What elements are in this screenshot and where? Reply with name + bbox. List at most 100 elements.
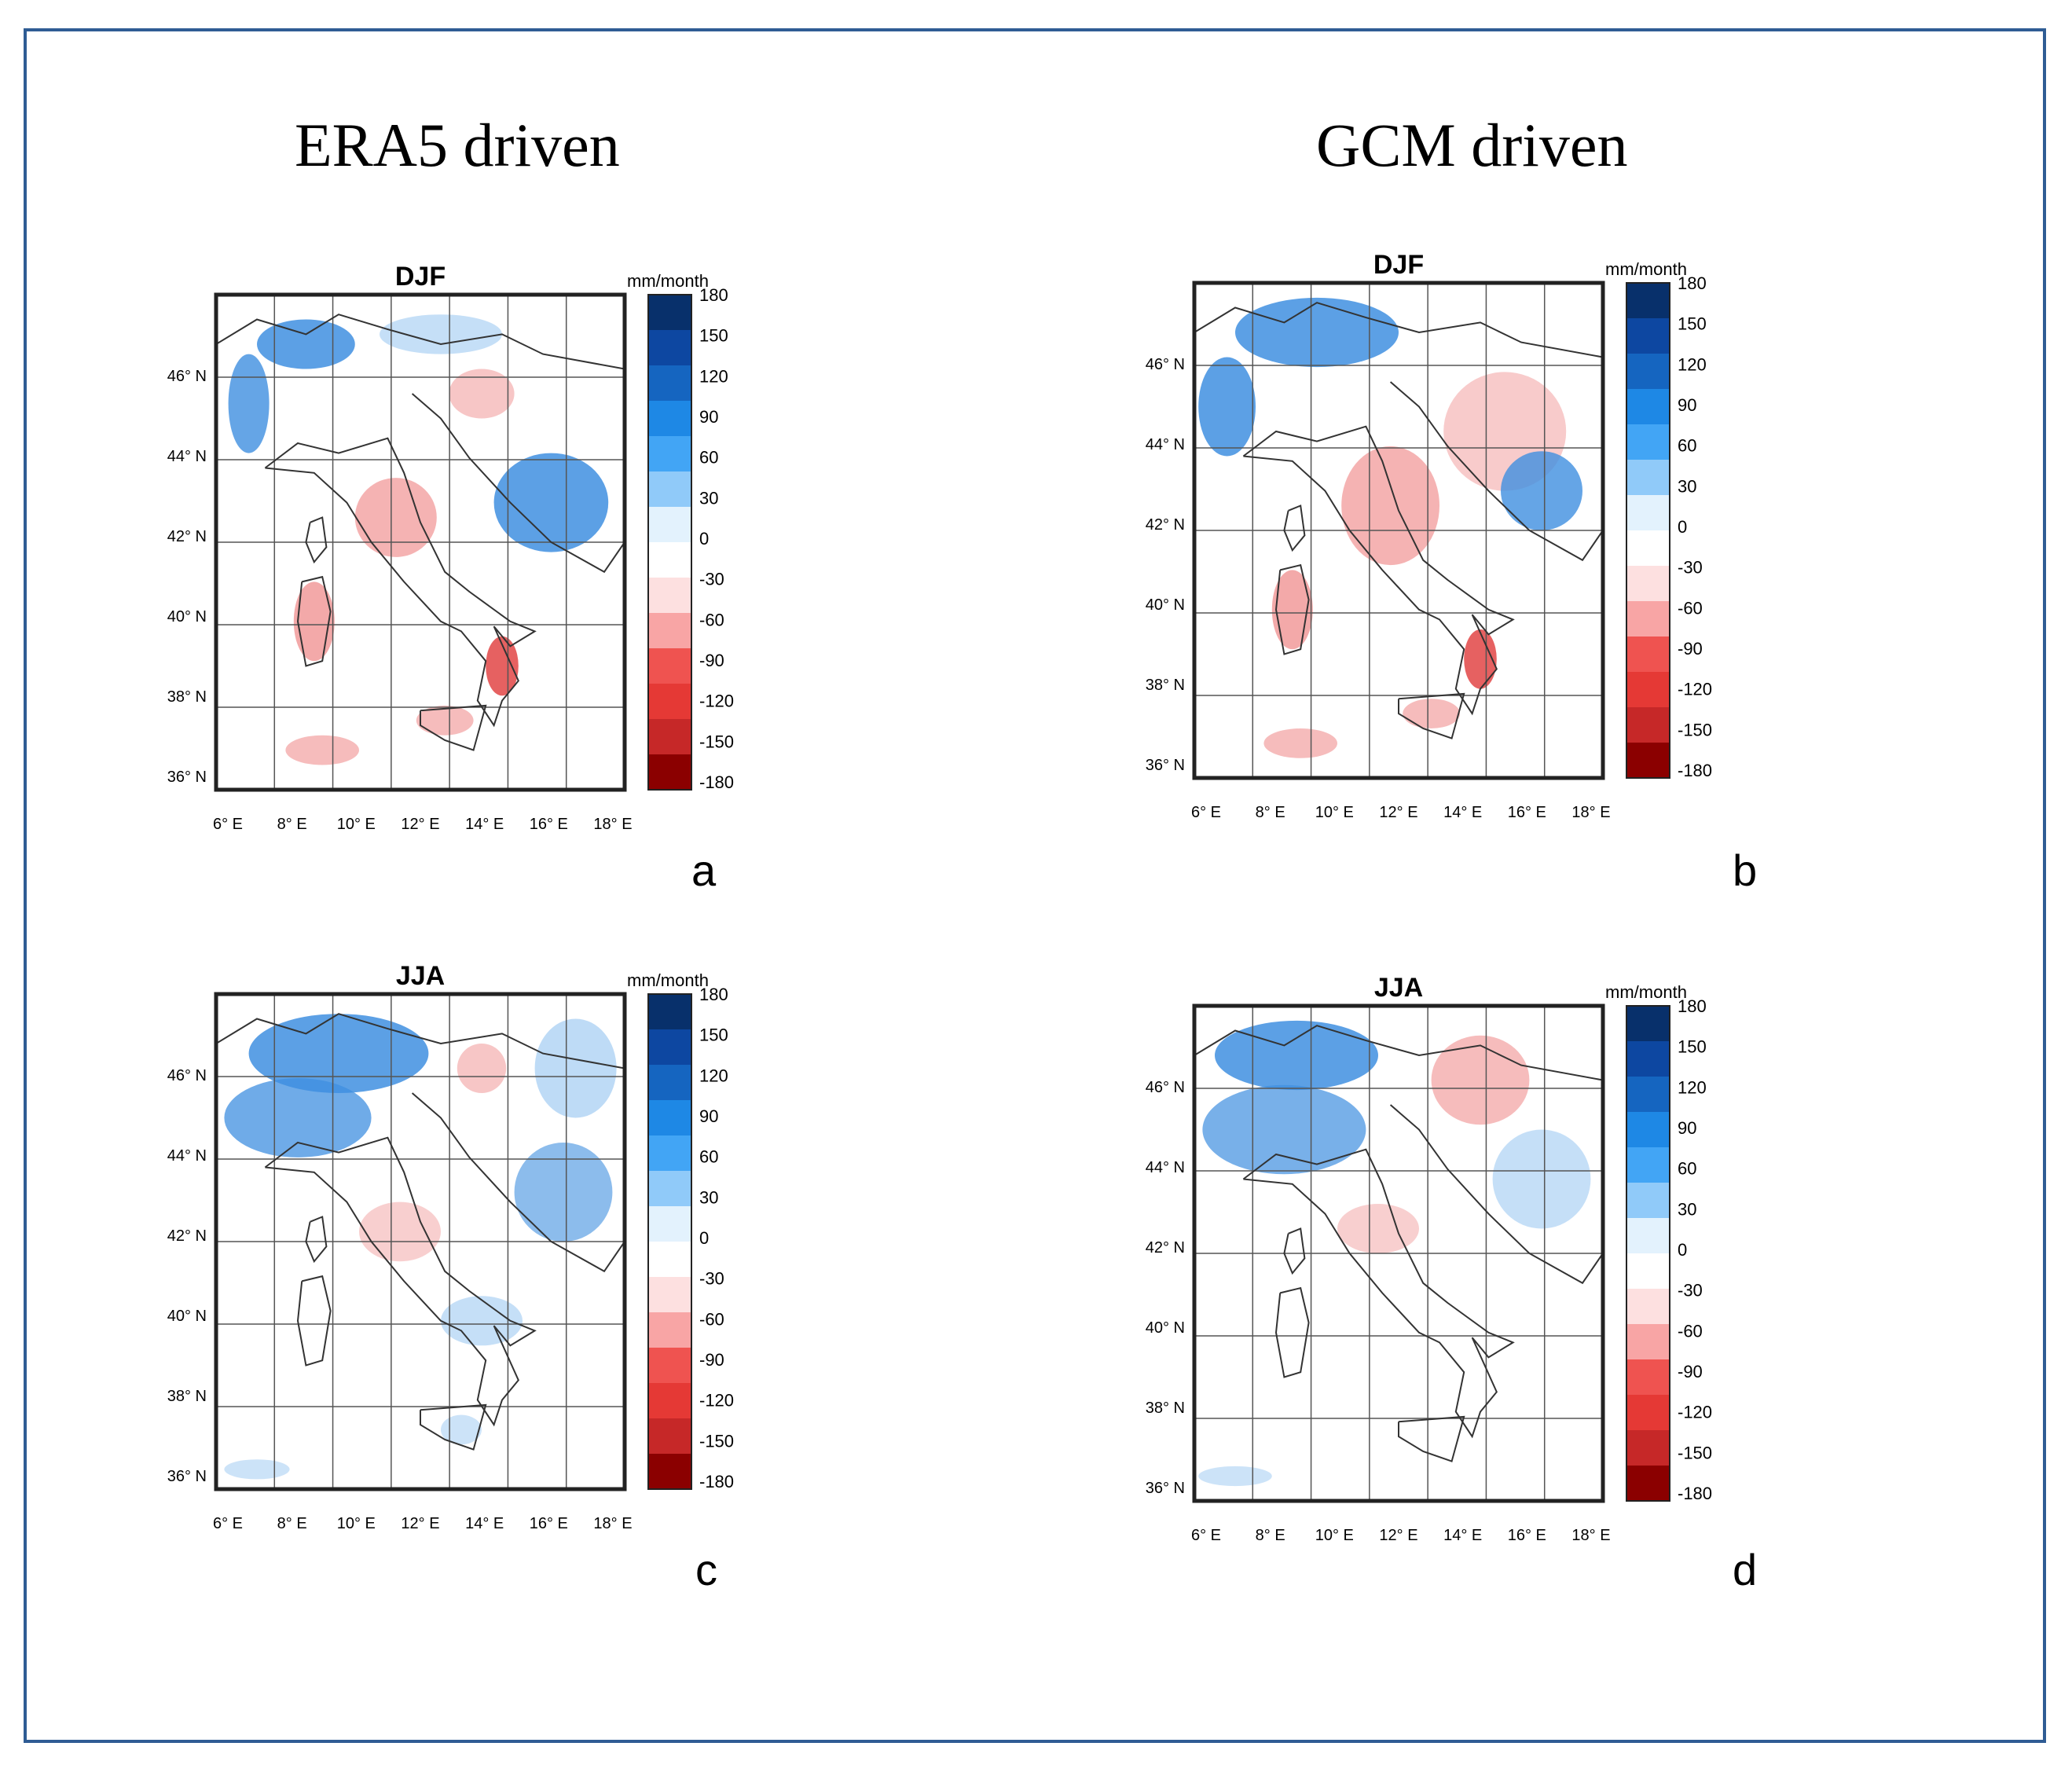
map-svg: DJF 46° N 44° N 42° N 40° N 38° N 36° N 6° E 8° … <box>1146 250 1712 821</box>
precip-anomaly-patch <box>1235 297 1399 368</box>
colorbar-segment <box>648 1206 691 1242</box>
colorbar-tick: 90 <box>699 407 718 427</box>
map-svg: JJA 46° N 44° N 42° N 40° N 38° N 36° N 6° E 8° … <box>167 961 734 1532</box>
colorbar-tick: 0 <box>699 529 709 548</box>
colorbar-tick: 150 <box>1678 1037 1707 1057</box>
colorbar-tick: 150 <box>699 326 728 346</box>
lon-label: 10° E <box>337 816 376 833</box>
colorbar-segment <box>1626 1359 1670 1396</box>
precip-anomaly-patch <box>354 478 437 557</box>
colorbar-tick: -150 <box>1678 720 1712 739</box>
colorbar-segment <box>648 1065 691 1101</box>
lon-label: 8° E <box>1256 804 1285 821</box>
map-svg: DJF 46° N 44° N 42° N 40° N 38° N 36° N 6° E 8° … <box>167 262 734 833</box>
lat-label: 40° N <box>1146 1319 1185 1337</box>
lon-label: 16° E <box>1508 804 1546 821</box>
colorbar-segment <box>648 613 691 649</box>
panel-letter-a: a <box>691 846 717 895</box>
lat-label: 40° N <box>167 608 207 626</box>
panel-title: JJA <box>396 961 445 991</box>
colorbar-unit: mm/month <box>1605 982 1687 1002</box>
map-field <box>1194 283 1603 778</box>
colorbar-segment <box>1626 1041 1670 1077</box>
colorbar-segment <box>1626 1324 1670 1360</box>
lat-label: 36° N <box>1146 1480 1185 1497</box>
lon-label: 6° E <box>1191 1527 1221 1544</box>
lon-label: 12° E <box>401 1515 439 1532</box>
precip-anomaly-patch <box>1403 699 1460 728</box>
colorbar-segment <box>1626 1253 1670 1290</box>
border-line <box>216 314 625 370</box>
lat-label: 38° N <box>167 688 207 706</box>
precip-anomaly-patch <box>1492 1129 1591 1229</box>
coastline <box>305 516 328 564</box>
lon-label: 12° E <box>1379 804 1417 821</box>
colorbar-unit: mm/month <box>1605 259 1687 279</box>
lon-label: 6° E <box>1191 804 1221 821</box>
map-frame <box>1192 1003 1605 1503</box>
colorbar-tick: -60 <box>1678 598 1703 618</box>
colorbar-tick: 30 <box>699 1187 718 1207</box>
coastline <box>411 393 625 574</box>
colorbar-segment <box>648 507 691 543</box>
coastline <box>411 1092 625 1273</box>
lat-label: 46° N <box>167 1067 207 1084</box>
lon-label: 16° E <box>1508 1527 1546 1544</box>
colorbar-segment <box>648 1277 691 1313</box>
colorbar-tick: -90 <box>699 1350 724 1370</box>
colorbar-tick: -150 <box>699 1431 734 1451</box>
precip-anomaly-patch <box>293 581 335 662</box>
coastline <box>1242 425 1515 716</box>
lat-label: 38° N <box>1146 1400 1185 1417</box>
colorbar-tick: -90 <box>1678 639 1703 659</box>
colorbar-segment <box>648 1348 691 1384</box>
colorbar-segment <box>648 994 691 1030</box>
colorbar-segment <box>648 401 691 437</box>
lon-label: 18° E <box>593 1515 632 1532</box>
map-field <box>1194 1006 1603 1501</box>
colorbar-tick: 30 <box>1678 476 1696 496</box>
map-frame <box>1192 281 1605 780</box>
colorbar-segment <box>1626 1147 1670 1183</box>
precip-anomaly-patch <box>1431 1035 1530 1125</box>
map-field <box>216 994 625 1489</box>
coastline <box>1389 1104 1603 1285</box>
colorbar-tick: 150 <box>1678 314 1707 334</box>
colorbar-segment <box>648 365 691 402</box>
colorbar-frame <box>647 294 692 791</box>
colorbar-frame <box>647 993 692 1490</box>
colorbar-tick: -30 <box>699 570 724 589</box>
coastline <box>296 1275 332 1367</box>
lat-label: 42° N <box>1146 1239 1185 1257</box>
colorbar-tick: 180 <box>699 985 728 1004</box>
precip-anomaly-patch <box>486 636 519 696</box>
precip-anomaly-patch <box>224 1078 372 1157</box>
lat-label: 44° N <box>167 1147 207 1165</box>
colorbar-tick: -60 <box>699 1309 724 1329</box>
colorbar-tick: -180 <box>1678 1484 1712 1503</box>
colorbar-tick: 180 <box>1678 273 1707 293</box>
panel-title: JJA <box>1374 973 1423 1003</box>
precip-anomaly-patch <box>1198 1466 1272 1487</box>
colorbar-tick: 90 <box>699 1106 718 1126</box>
colorbar-segment <box>648 1135 691 1172</box>
map-frame <box>214 292 627 792</box>
colorbar-tick: 0 <box>1678 517 1687 537</box>
precip-anomaly-patch <box>1202 1084 1366 1175</box>
lon-label: 12° E <box>401 816 439 833</box>
colorbar-tick: -120 <box>1678 1403 1712 1422</box>
colorbar-segment <box>1626 672 1670 708</box>
precip-anomaly-patch <box>1501 451 1582 530</box>
colorbar-segment <box>648 684 691 720</box>
lat-label: 40° N <box>1146 596 1185 614</box>
precip-anomaly-patch <box>441 1296 523 1346</box>
coastline <box>264 1136 537 1427</box>
colorbar-tick: -120 <box>699 1391 734 1411</box>
coastline <box>296 575 332 667</box>
colorbar-segment <box>648 436 691 472</box>
colorbar-segment <box>648 648 691 684</box>
colorbar-tick: -60 <box>699 610 724 629</box>
lon-label: 14° E <box>465 1515 504 1532</box>
lat-label: 38° N <box>167 1388 207 1405</box>
colorbar-segment <box>1626 460 1670 496</box>
